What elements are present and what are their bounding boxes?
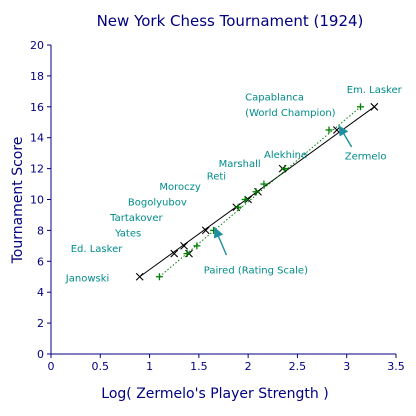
y-tick-label: 6 [37, 255, 44, 268]
x-tick-label: 2 [245, 360, 252, 373]
zermelo-point [170, 249, 179, 258]
axes: 0 2 4 6 8 10 12 14 16 18 20 0 0.5 1 1.5 2 2.5 3 3.5 [30, 39, 405, 373]
y-tick-label: 16 [30, 101, 44, 114]
player-label: Capablanca [245, 93, 304, 104]
player-label: Alekhine [264, 150, 307, 161]
paired-point [193, 242, 201, 250]
y-tick-label: 4 [37, 286, 44, 299]
zermelo-point [201, 226, 210, 235]
player-labels: Janowski Ed. Lasker Yates Tartakover Bogolyu… [65, 85, 403, 284]
y-axis-title: Tournament Score [10, 137, 26, 265]
zermelo-point [135, 272, 144, 281]
x-tick-label: 1.5 [190, 360, 208, 373]
paired-arrow [213, 227, 228, 256]
y-tick-label: 12 [30, 163, 44, 176]
paired-point [241, 196, 249, 203]
y-tick-label: 10 [30, 194, 44, 207]
y-tick-label: 2 [37, 317, 44, 330]
y-tick-label: 20 [30, 39, 44, 52]
chart-title: New York Chess Tournament (1924) [97, 12, 364, 30]
x-tick-label: 3.5 [387, 360, 405, 373]
player-label: (World Champion) [245, 108, 336, 119]
paired-point [281, 165, 289, 173]
y-tick-label: 18 [30, 70, 44, 83]
paired-point [252, 188, 260, 196]
paired-annotation: Paired (Rating Scale) [204, 266, 308, 277]
zermelo-point [180, 241, 188, 250]
paired-point [325, 126, 333, 134]
x-tick-label: 1 [146, 360, 153, 373]
x-axis-title: Log( Zermelo's Player Strength ) [101, 386, 328, 402]
player-label: Em. Lasker [347, 85, 403, 96]
player-label: Yates [114, 229, 141, 240]
player-label: Ed. Lasker [71, 244, 124, 255]
annotations: Zermelo Paired (Rating Scale) [204, 124, 387, 277]
series-paired [155, 103, 365, 281]
paired-point [260, 180, 268, 188]
x-tick-label: 0 [48, 360, 55, 373]
zermelo-annotation: Zermelo [345, 151, 387, 162]
paired-point [234, 203, 242, 211]
y-tick-label: 14 [30, 132, 44, 145]
paired-point [183, 250, 191, 258]
player-label: Tartakover [109, 213, 163, 224]
player-label: Moroczy [159, 182, 201, 193]
series-layer [135, 102, 379, 281]
y-tick-label: 8 [37, 224, 44, 237]
player-label: Marshall [219, 159, 261, 170]
paired-point [357, 103, 365, 111]
x-tick-label: 3 [343, 360, 350, 373]
paired-point [155, 273, 163, 281]
x-tick-label: 2.5 [289, 360, 307, 373]
zermelo-arrow [338, 124, 353, 148]
player-label: Janowski [65, 273, 110, 284]
x-tick-label: 0.5 [92, 360, 110, 373]
player-label: Bogolyubov [128, 198, 187, 209]
player-label: Reti [207, 171, 226, 182]
zermelo-point [370, 102, 379, 111]
y-tick-label: 0 [37, 348, 44, 361]
